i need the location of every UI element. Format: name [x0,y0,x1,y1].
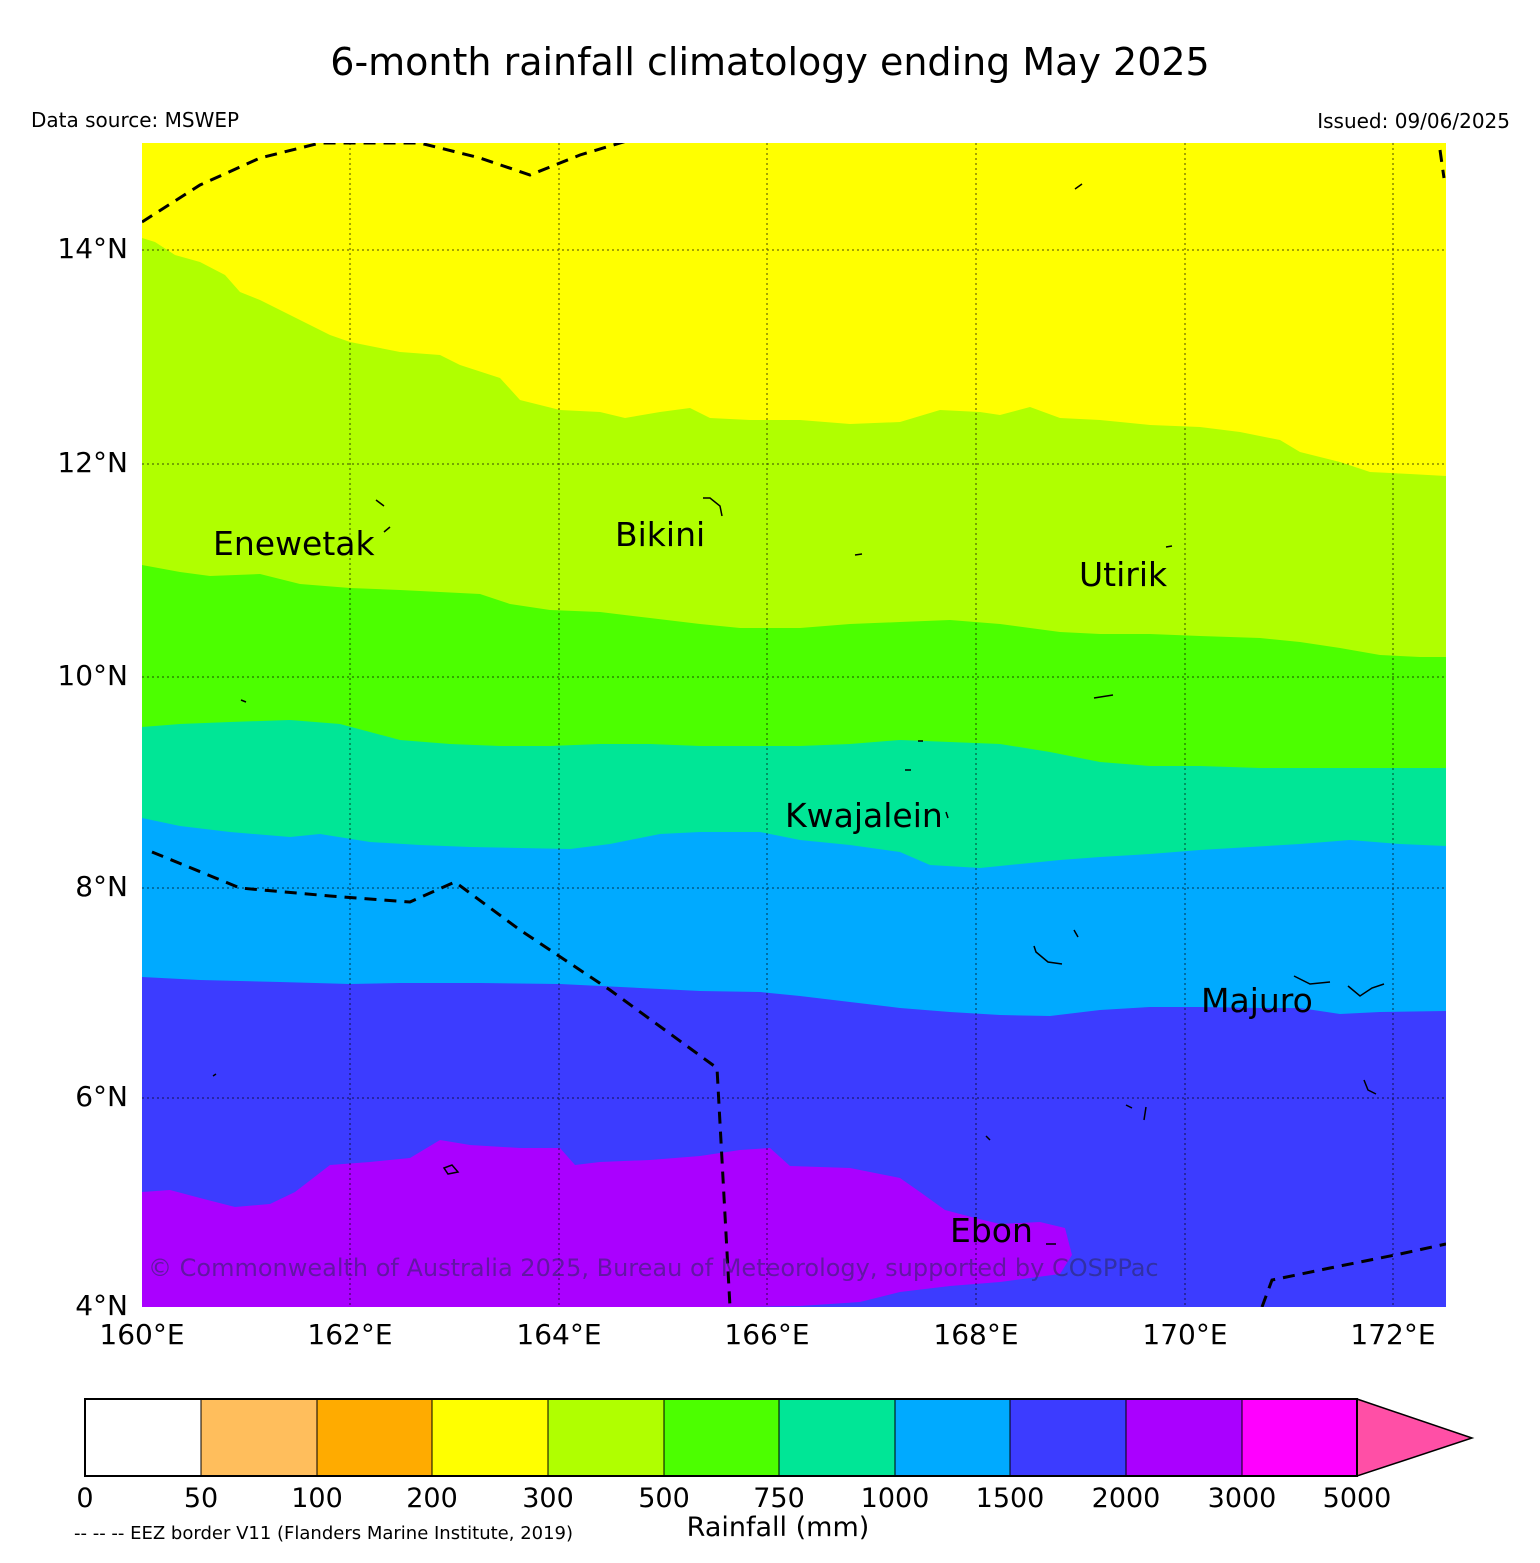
map-title: 6-month rainfall climatology ending May … [330,40,1210,84]
place-utirik: Utirik [1079,555,1168,594]
place-majuro: Majuro [1201,981,1313,1020]
place-ebon: Ebon [950,1211,1033,1250]
lat-label-4n: 4°N [75,1289,128,1322]
lat-label-8n: 8°N [75,870,128,903]
colorbar [84,1397,1475,1478]
colorbar-tick: 5000 [1322,1483,1392,1514]
colorbar-title: Rainfall (mm) [686,1512,870,1543]
eez-border-note: -- -- -- EEZ border V11 (Flanders Marine… [74,1523,574,1544]
colorbar-tick: 300 [522,1483,574,1514]
colorbar-tick: 50 [183,1483,219,1514]
lon-label-168e: 168°E [933,1318,1019,1351]
colorbar-tick: 1000 [860,1483,930,1514]
data-source: Data source: MSWEP [31,108,240,132]
colorbar-tick: 1500 [975,1483,1045,1514]
lon-label-166e: 166°E [724,1318,810,1351]
lon-label-170e: 170°E [1142,1318,1228,1351]
eez-borders [142,143,1446,1307]
issued-date: Issued: 09/06/2025 [1317,109,1510,133]
lon-label-172e: 172°E [1350,1318,1436,1351]
lat-label-12n: 12°N [57,446,128,479]
colorbar-tick: 2000 [1091,1483,1161,1514]
copyright-watermark: © Commonwealth of Australia 2025, Bureau… [148,1254,1159,1282]
lon-label-164e: 164°E [516,1318,602,1351]
lat-label-14n: 14°N [57,232,128,265]
gridlines [142,143,1446,1307]
lat-label-6n: 6°N [75,1080,128,1113]
colorbar-tick: 0 [76,1483,94,1514]
colorbar-tick: 200 [406,1483,458,1514]
colorbar-tick: 750 [753,1483,805,1514]
place-enewetak: Enewetak [213,524,375,563]
lat-label-10n: 10°N [57,659,128,692]
place-kwajalein: Kwajalein [785,796,943,835]
colorbar-tick: 500 [638,1483,690,1514]
lon-label-162e: 162°E [307,1318,393,1351]
colorbar-tick: 100 [291,1483,343,1514]
island-outlines [212,183,1385,1245]
colorbar-tick: 3000 [1207,1483,1277,1514]
band-purple [142,1140,1072,1307]
place-bikini: Bikini [615,515,706,554]
rainfall-bands [142,143,1446,1307]
lon-label-160e: 160°E [99,1318,185,1351]
